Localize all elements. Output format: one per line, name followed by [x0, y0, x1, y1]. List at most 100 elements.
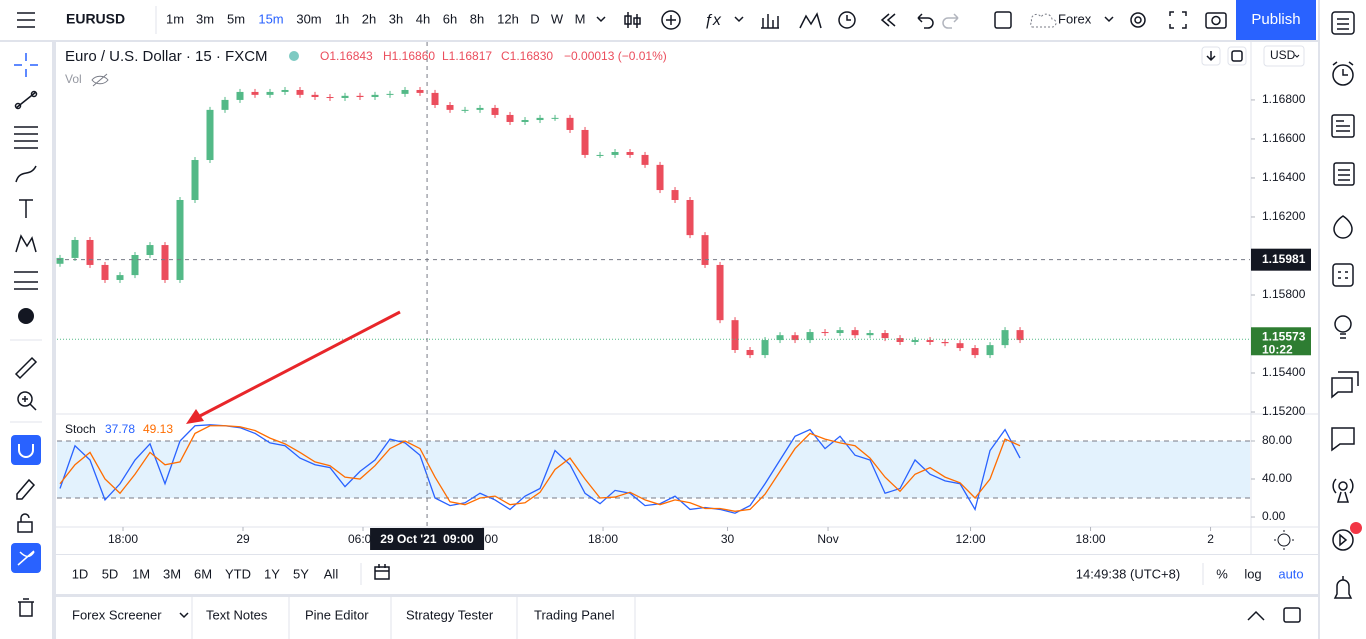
- interval-button[interactable]: 15m: [258, 11, 283, 26]
- maximize-button[interactable]: [1227, 46, 1247, 66]
- candle-body: [71, 239, 79, 258]
- candle-body: [101, 264, 109, 280]
- symbol[interactable]: EURUSD: [66, 11, 125, 27]
- interval-button[interactable]: D: [530, 11, 539, 26]
- time-tick-label: 2: [1207, 532, 1214, 546]
- menu-icon[interactable]: [17, 12, 35, 28]
- interval-button[interactable]: W: [551, 11, 564, 26]
- stoch-legend-value: 37.78: [105, 422, 135, 436]
- sidebar-icons[interactable]: [1331, 11, 1362, 599]
- add-indicator-icon[interactable]: [661, 10, 681, 30]
- interval-button[interactable]: 6h: [443, 11, 457, 26]
- last-price-badge: [1251, 327, 1311, 356]
- range-button[interactable]: 6M: [194, 566, 212, 581]
- log-toggle[interactable]: log: [1244, 566, 1261, 581]
- stoch-line: [59, 425, 1021, 512]
- interval-button[interactable]: 5m: [227, 11, 245, 26]
- fx-icon[interactable]: ƒx: [704, 12, 722, 29]
- interval-button[interactable]: 12h: [497, 11, 519, 26]
- goto-date-icon[interactable]: [374, 564, 390, 580]
- candle-body: [296, 89, 304, 95]
- templates-icon[interactable]: [761, 14, 779, 29]
- candle-body: [866, 333, 874, 336]
- interval-button[interactable]: 3m: [196, 11, 214, 26]
- auto-toggle[interactable]: auto: [1278, 566, 1303, 581]
- candle-body: [716, 264, 724, 321]
- countdown-label: 10:22: [1262, 342, 1293, 356]
- fx-dropdown[interactable]: [734, 16, 744, 23]
- candle-body: [281, 89, 289, 92]
- alert-icon[interactable]: [838, 11, 856, 29]
- candle-body: [791, 335, 799, 341]
- interval-button[interactable]: M: [575, 11, 586, 26]
- bottom-tab[interactable]: Forex Screener: [72, 607, 162, 622]
- range-button[interactable]: All: [324, 566, 339, 581]
- candle-body: [491, 107, 499, 115]
- compare-icon[interactable]: [799, 12, 822, 29]
- undo-icon[interactable]: [917, 13, 934, 29]
- interval-button[interactable]: 8h: [470, 11, 484, 26]
- publish-label[interactable]: Publish: [1251, 11, 1300, 28]
- collapse-icon[interactable]: [1247, 610, 1265, 621]
- symbol-title: Euro / U.S. Dollar · 15 · FXCM: [65, 48, 268, 65]
- interval-button[interactable]: 30m: [296, 11, 321, 26]
- bottom-tab[interactable]: Trading Panel: [534, 607, 615, 622]
- currency-button[interactable]: [1263, 45, 1305, 67]
- range-button[interactable]: 5D: [102, 566, 119, 581]
- fullscreen-icon[interactable]: [1169, 11, 1187, 29]
- interval-dropdown[interactable]: [596, 16, 606, 23]
- tab-dropdown[interactable]: [179, 612, 189, 619]
- drawing-tools[interactable]: [10, 53, 42, 617]
- candle-body: [611, 152, 619, 155]
- maximize-icon: [1231, 50, 1243, 62]
- interval-button[interactable]: 2h: [362, 11, 376, 26]
- replay-icon[interactable]: [880, 13, 896, 27]
- close-value: C1.16830: [501, 49, 553, 63]
- candle-body: [131, 255, 139, 276]
- interval-button[interactable]: 3h: [389, 11, 403, 26]
- axis-settings-icon[interactable]: [1274, 530, 1294, 550]
- interval-button[interactable]: 1m: [166, 11, 184, 26]
- time-tick-label: 18:00: [588, 532, 618, 546]
- candle-body: [341, 95, 349, 98]
- currency-label[interactable]: USD: [1270, 48, 1296, 62]
- panel-maximize-icon[interactable]: [1283, 607, 1301, 623]
- hide-icon[interactable]: [91, 73, 109, 87]
- candle-body: [356, 95, 364, 98]
- candle-body: [761, 340, 769, 356]
- publish-button[interactable]: [1236, 0, 1316, 40]
- bottom-tab[interactable]: Text Notes: [206, 607, 268, 622]
- range-button[interactable]: 1M: [132, 566, 150, 581]
- time-tick-label: 12:00: [956, 532, 986, 546]
- candle-body: [476, 107, 484, 110]
- cloud-icon[interactable]: [1030, 13, 1057, 28]
- price-tick-label: 1.15800: [1262, 287, 1306, 301]
- range-button[interactable]: 5Y: [293, 566, 309, 581]
- candle-body: [521, 120, 529, 122]
- interval-button[interactable]: 4h: [416, 11, 430, 26]
- bottom-tab[interactable]: Strategy Tester: [406, 607, 494, 622]
- high-value: H1.16860: [383, 49, 435, 63]
- range-button[interactable]: 3M: [163, 566, 181, 581]
- market-dropdown[interactable]: [1104, 16, 1114, 23]
- range-button[interactable]: 1Y: [264, 566, 280, 581]
- stoch-band: [57, 440, 1250, 499]
- percent-toggle[interactable]: %: [1216, 566, 1228, 581]
- market-label[interactable]: Forex: [1058, 11, 1092, 26]
- range-button[interactable]: 1D: [72, 566, 89, 581]
- low-value: L1.16817: [442, 49, 492, 63]
- volume-label[interactable]: Vol: [65, 72, 82, 86]
- chart-type-icon[interactable]: [624, 12, 641, 28]
- range-button[interactable]: YTD: [225, 566, 251, 581]
- time-tick-label: Nov: [817, 532, 838, 546]
- redo-icon[interactable]: [942, 13, 959, 29]
- interval-button[interactable]: 1h: [335, 11, 349, 26]
- candle-body: [641, 154, 649, 165]
- layout-icon[interactable]: [994, 11, 1012, 29]
- candle-body: [536, 117, 544, 121]
- bottom-tab[interactable]: Pine Editor: [305, 607, 369, 622]
- settings-icon[interactable]: [1130, 12, 1146, 28]
- snapshot-icon[interactable]: [1205, 12, 1227, 29]
- candle-body: [206, 109, 214, 161]
- crosshair-price-badge: [1251, 248, 1311, 271]
